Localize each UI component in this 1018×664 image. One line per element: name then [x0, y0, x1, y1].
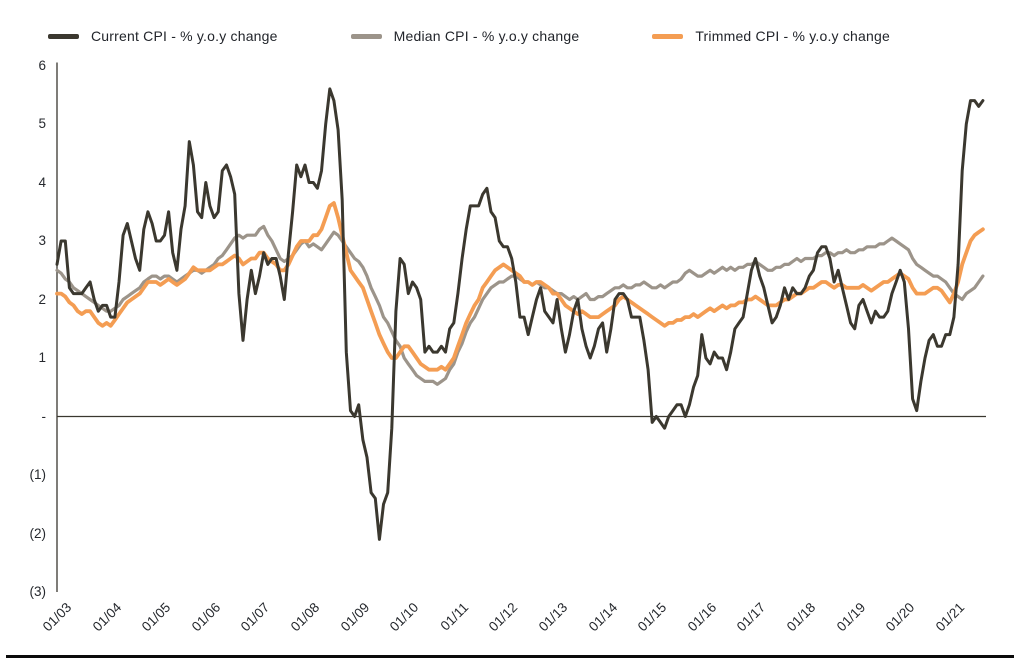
median-cpi-line-swatch-icon [350, 33, 382, 39]
legend-label-current-cpi: Current CPI - % y.o.y change [91, 28, 278, 44]
y-axis-label: 5 [38, 116, 46, 131]
y-axis-label: 4 [38, 174, 46, 190]
y-axis-label: (3) [29, 584, 47, 599]
trimmed-cpi-line [55, 201, 985, 372]
y-axis-label: 2 [38, 291, 46, 307]
y-axis-label: (2) [29, 525, 47, 541]
legend: Current CPI - % y.o.y change Median CPI … [48, 28, 1008, 44]
current-cpi-line [55, 87, 985, 541]
y-axis-label: (1) [29, 467, 47, 482]
legend-item-median-cpi: Median CPI - % y.o.y change [350, 28, 580, 44]
legend-item-current-cpi: Current CPI - % y.o.y change [48, 28, 278, 44]
y-axis-label: - [41, 408, 47, 424]
y-axis-label: 3 [38, 233, 46, 248]
legend-label-median-cpi: Median CPI - % y.o.y change [393, 28, 580, 44]
y-axis-label: 1 [38, 350, 46, 365]
legend-item-trimmed-cpi: Trimmed CPI - % y.o.y change [652, 28, 890, 44]
y-axis-label: 6 [38, 57, 46, 73]
legend-label-trimmed-cpi: Trimmed CPI - % y.o.y change [695, 28, 890, 44]
bottom-divider [6, 655, 1014, 658]
current-cpi-line-swatch-icon [48, 33, 79, 39]
trimmed-cpi-line-swatch-icon [652, 33, 684, 39]
